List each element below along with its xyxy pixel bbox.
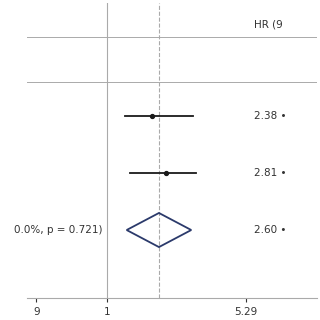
Text: HR (9: HR (9 <box>254 20 283 30</box>
Text: 0.0%, p = 0.721): 0.0%, p = 0.721) <box>14 225 102 235</box>
Text: 2.81 •: 2.81 • <box>254 168 287 178</box>
Text: 2.38 •: 2.38 • <box>254 111 287 121</box>
Text: 2.60 •: 2.60 • <box>254 225 287 235</box>
